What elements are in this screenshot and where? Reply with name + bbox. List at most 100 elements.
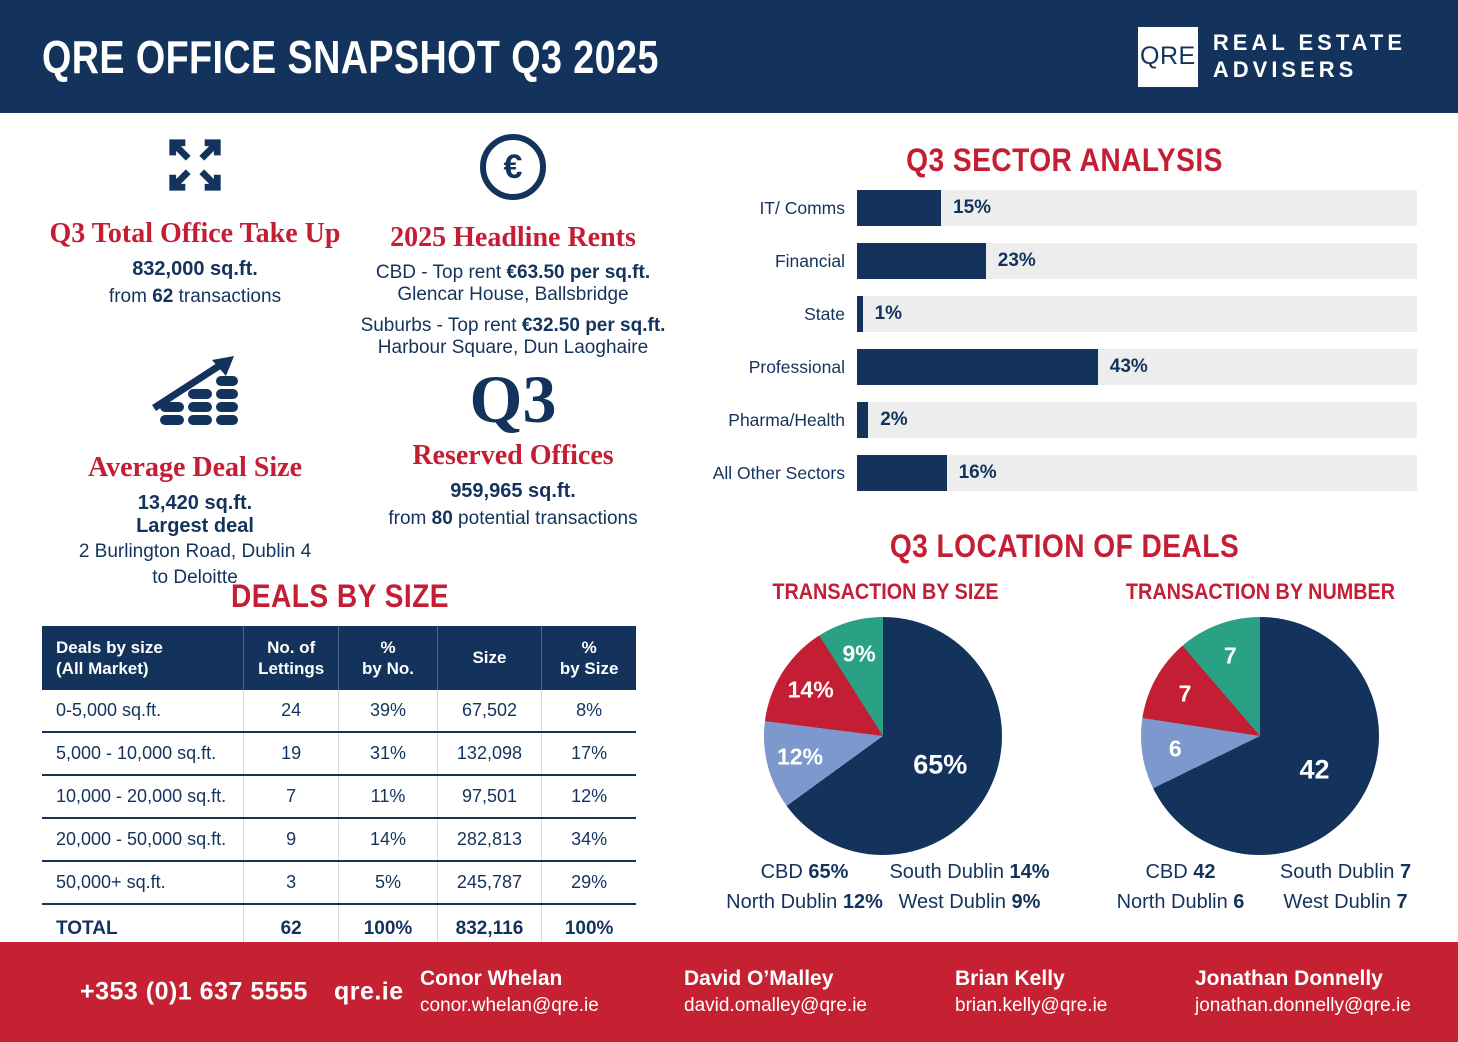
legend-label: CBD	[760, 861, 809, 883]
table-cell: 17%	[541, 732, 636, 776]
sector-category-label: IT/ Comms	[759, 197, 845, 218]
col-header-deals-by-size: Deals by size (All Market)	[42, 626, 244, 690]
table-cell: 5,000 - 10,000 sq.ft.	[42, 732, 244, 776]
phone-number: +353 (0)1 637 5555	[80, 977, 308, 1006]
contact-email: jonathan.donnelly@qre.ie	[1195, 995, 1411, 1017]
sector-category-label: Financial	[774, 250, 845, 271]
header-bar: QRE OFFICE SNAPSHOT Q3 2025 QRE REAL EST…	[0, 0, 1458, 113]
table-cell: 0-5,000 sq.ft.	[42, 690, 244, 733]
contact-name: Jonathan Donnelly	[1195, 967, 1383, 991]
legend-item: CBD 65%	[722, 861, 887, 884]
transaction-by-number-legend: CBD 42 South Dublin 7 North Dublin 6 West D…	[1098, 861, 1428, 914]
qre-logo-text: QRE	[1140, 42, 1196, 70]
contact-name: Conor Whelan	[420, 967, 563, 991]
legend-label: North Dublin	[726, 891, 843, 913]
suburbs-rent-prefix: Suburbs - Top rent	[360, 315, 522, 336]
take-up-sub-suffix: transactions	[173, 286, 282, 307]
sector-bar-value: 1%	[874, 303, 903, 324]
transaction-by-number-pie: 42 6 7 7	[1141, 617, 1379, 855]
legend-label: CBD	[1145, 861, 1194, 883]
col-header-pct-by-no: % by No.	[338, 626, 438, 690]
legend-value: 65%	[808, 861, 849, 883]
legend-item: CBD 42	[1098, 861, 1263, 884]
q3-big-text: Q3	[469, 361, 557, 437]
largest-deal-label: Largest deal	[136, 515, 254, 537]
table-cell: 67,502	[436, 690, 542, 733]
average-deal-size-stat: Average Deal Size 13,420 sq.ft. Largest …	[30, 352, 360, 590]
website-link: qre.ie	[333, 977, 404, 1006]
take-up-sub-count: 62	[152, 286, 174, 307]
table-cell: 282,813	[436, 818, 542, 862]
take-up-value: 832,000 sq.ft.	[132, 258, 258, 280]
pie-slice-label: 7	[1178, 680, 1192, 707]
average-deal-value: 13,420 sq.ft.	[137, 492, 253, 514]
cbd-rent-line: CBD - Top rent €63.50 per sq.ft.	[352, 262, 674, 284]
table-cell: 39%	[338, 690, 438, 733]
contact-card: Brian Kelly brian.kelly@qre.ie	[955, 965, 1195, 1019]
legend-label: South Dublin	[1279, 861, 1400, 883]
reserved-sub-count: 80	[431, 508, 453, 529]
table-row: 50,000+ sq.ft. 3 5% 245,787 29%	[42, 861, 636, 905]
sector-category-label: Professional	[748, 356, 845, 377]
table-cell: 34%	[541, 818, 636, 862]
sector-bar-value: 43%	[1109, 356, 1148, 377]
table-cell: 12%	[541, 775, 636, 819]
legend-value: 7	[1396, 891, 1408, 913]
sector-analysis-title: Q3 SECTOR ANALYSIS	[906, 142, 1223, 178]
page-title: QRE OFFICE SNAPSHOT Q3 2025	[42, 30, 659, 83]
euro-circle-icon: €	[480, 134, 546, 200]
location-of-deals-title: Q3 LOCATION OF DEALS	[889, 528, 1240, 564]
largest-deal-address: 2 Burlington Road, Dublin 4	[78, 541, 312, 562]
cbd-rent-value: €63.50 per sq.ft.	[506, 262, 651, 283]
table-cell: 5%	[338, 861, 438, 905]
reserved-offices-value: 959,965 sq.ft.	[450, 480, 576, 502]
cbd-rent-building: Glencar House, Ballsbridge	[397, 284, 629, 305]
table-cell: 7	[242, 775, 339, 819]
legend-label: South Dublin	[889, 861, 1010, 883]
table-row: 0-5,000 sq.ft. 24 39% 67,502 8%	[42, 690, 636, 733]
table-cell: 50,000+ sq.ft.	[42, 861, 244, 905]
sector-bar-fill	[857, 190, 941, 226]
sector-bar-fill	[857, 455, 947, 491]
contact-email: david.omalley@qre.ie	[684, 995, 867, 1017]
table-row: 10,000 - 20,000 sq.ft. 7 11% 97,501 12%	[42, 775, 636, 819]
footer-contacts: Conor Whelan conor.whelan@qre.ie David O…	[420, 965, 1411, 1019]
legend-item: West Dublin 9%	[887, 891, 1052, 914]
table-cell: 19	[242, 732, 339, 776]
sector-analysis-chart: IT/ Comms 15% Financial 23% State 1% Professio…	[712, 190, 1417, 491]
legend-value: 42	[1193, 861, 1216, 883]
euro-symbol: €	[503, 147, 523, 186]
sector-bar-row: All Other Sectors 16%	[712, 455, 1417, 491]
contact-name: David O’Malley	[684, 967, 834, 991]
qre-logo-mark: QRE	[1137, 26, 1198, 87]
contact-card: Jonathan Donnelly jonathan.donnelly@qre.…	[1195, 965, 1411, 1019]
legend-value: 9%	[1011, 891, 1041, 913]
table-header: Deals by size (All Market) No. of Lettin…	[42, 626, 636, 690]
deals-by-size-table: Deals by size (All Market) No. of Lettin…	[42, 626, 636, 954]
take-up-subtext: from 62 transactions	[30, 286, 360, 308]
take-up-sub-prefix: from	[108, 286, 153, 307]
sector-category-label: Pharma/Health	[728, 409, 845, 430]
pie-slice-label: 9%	[842, 640, 876, 667]
sector-bar-fill	[857, 243, 986, 279]
sector-bar-row: Professional 43%	[712, 349, 1417, 385]
largest-deal-tenant: to Deloitte	[152, 566, 238, 588]
col-header-size: Size	[436, 626, 542, 690]
legend-label: West Dublin	[898, 891, 1012, 913]
pie-slice-label: 12%	[776, 743, 824, 770]
table-cell: 245,787	[436, 861, 542, 905]
suburbs-rent-value: €32.50 per sq.ft.	[521, 315, 666, 336]
reserved-offices-subtext: from 80 potential transactions	[352, 508, 674, 530]
table-cell: 10,000 - 20,000 sq.ft.	[42, 775, 244, 819]
pie-slice-label: 14%	[787, 676, 834, 703]
table-cell: 97,501	[436, 775, 542, 819]
sector-bar-row: State 1%	[712, 296, 1417, 332]
cbd-rent-prefix: CBD - Top rent	[375, 262, 507, 283]
average-deal-title: Average Deal Size	[87, 452, 303, 483]
contact-card: David O’Malley david.omalley@qre.ie	[684, 965, 955, 1019]
expand-arrows-icon	[169, 139, 221, 191]
table-cell: 24	[242, 690, 339, 733]
table-row: 5,000 - 10,000 sq.ft. 19 31% 132,098 17%	[42, 732, 636, 776]
transaction-by-number-title: TRANSACTION BY NUMBER	[1125, 579, 1396, 604]
suburbs-rent-building: Harbour Square, Dun Laoghaire	[377, 337, 649, 358]
